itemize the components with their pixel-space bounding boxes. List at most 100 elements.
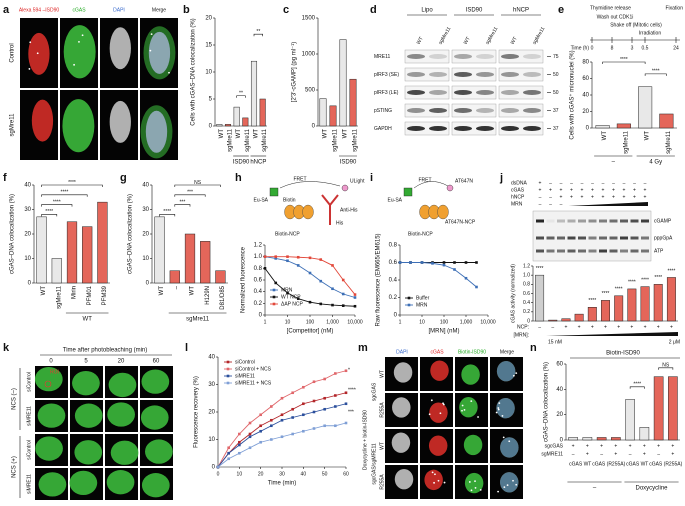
foci — [506, 484, 509, 487]
row-sign: + — [633, 187, 636, 193]
foci — [29, 41, 32, 44]
data-point — [270, 418, 273, 422]
row-sign: + — [600, 443, 603, 449]
row-sign: + — [612, 194, 615, 200]
x-tick-label: 0 — [217, 471, 220, 477]
data-point — [248, 432, 252, 436]
bar — [666, 277, 676, 322]
marker-label: 75 — [553, 54, 559, 60]
bar — [653, 376, 664, 441]
data-point — [296, 255, 300, 259]
bar — [627, 288, 637, 322]
panel-letter: n — [530, 342, 537, 354]
x-tick-label: + — [630, 324, 633, 330]
x-tick-label: 10 — [237, 471, 243, 477]
significance-label: **** — [602, 291, 610, 297]
panel-letter: h — [235, 172, 242, 184]
row-label: siControl — [26, 440, 32, 460]
bar — [548, 319, 558, 322]
gel-band — [588, 249, 597, 253]
bar — [319, 98, 327, 127]
row-label: sgcGAS — [545, 443, 564, 449]
row-sign: + — [539, 180, 542, 186]
series-line — [265, 256, 356, 295]
foci — [495, 411, 498, 414]
mrn-label: [MRN]: — [513, 332, 529, 338]
data-point — [259, 440, 262, 444]
data-point — [274, 281, 278, 285]
time-label: 5 — [84, 359, 88, 365]
timeline-label: Thymidine release — [590, 5, 631, 11]
data-point — [291, 416, 294, 419]
gel-band — [641, 249, 649, 253]
foci — [430, 399, 433, 402]
cell-signal — [394, 468, 414, 490]
x-tick-label: PFM39 — [102, 285, 108, 305]
foci — [461, 409, 463, 412]
foci — [512, 374, 515, 377]
significance-label: **** — [68, 180, 76, 186]
y-axis-label: cGAS–DNA colocalization (%) — [10, 194, 16, 274]
x-axis-label: Time (min) — [268, 481, 296, 487]
band — [407, 72, 425, 77]
band — [454, 126, 472, 131]
cell-signal — [74, 440, 103, 465]
foci — [470, 489, 473, 492]
foci — [28, 68, 31, 70]
group-label: hNCP — [250, 160, 266, 166]
blot — [498, 103, 544, 118]
data-point — [248, 421, 252, 425]
column-label: Biotin-ISD90 — [458, 349, 486, 355]
blot — [498, 85, 544, 100]
y-tick-label: 0 — [212, 465, 216, 471]
cell-signal — [141, 473, 170, 498]
data-point — [302, 385, 305, 389]
foci — [477, 416, 479, 418]
data-point — [442, 261, 446, 264]
gel-band — [630, 249, 639, 253]
foci — [470, 400, 473, 403]
bar — [349, 78, 357, 127]
significance-bracket — [41, 194, 88, 197]
x-tick-label: + — [604, 324, 607, 330]
group-label: NCS (+) — [12, 456, 18, 478]
row-sign: + — [671, 443, 674, 449]
time-label: 0 — [591, 45, 594, 51]
bar — [614, 295, 624, 322]
y-tick-label: 10 — [205, 70, 212, 76]
x-tick-label: sgMre11 — [353, 128, 359, 152]
band — [407, 54, 425, 59]
cell-signal — [392, 397, 411, 418]
panel-letter: j — [499, 172, 503, 184]
band — [523, 108, 541, 113]
chart-title: Biotin-ISD90 — [606, 351, 640, 357]
data-point — [238, 451, 241, 455]
gel-band — [609, 236, 618, 240]
data-point — [334, 372, 337, 375]
data-point — [291, 432, 294, 436]
significance-bracket — [236, 95, 246, 98]
group-label: – — [612, 160, 616, 166]
significance-label: *** — [348, 409, 354, 415]
bar — [82, 226, 93, 284]
y-tick-label: 0 — [209, 124, 213, 130]
row-sign: + — [586, 443, 589, 449]
row-sign: + — [602, 187, 605, 193]
band — [476, 54, 494, 59]
foci — [81, 34, 84, 37]
data-point — [302, 413, 305, 417]
band-label: pppGpA — [654, 235, 673, 241]
x-tick-label: 50 — [322, 471, 328, 477]
gel-band — [620, 236, 628, 240]
bar — [668, 376, 678, 441]
diagram-label: Eu-SA — [254, 197, 269, 203]
blot — [404, 85, 450, 100]
blot — [451, 85, 497, 100]
data-point — [286, 291, 289, 295]
group-label: sgcGAS/sgMRE11 — [371, 443, 377, 485]
gel-band — [641, 219, 649, 223]
bar — [259, 98, 266, 127]
band — [523, 90, 541, 95]
cell-signal — [496, 361, 516, 382]
significance-label: **** — [53, 199, 61, 205]
